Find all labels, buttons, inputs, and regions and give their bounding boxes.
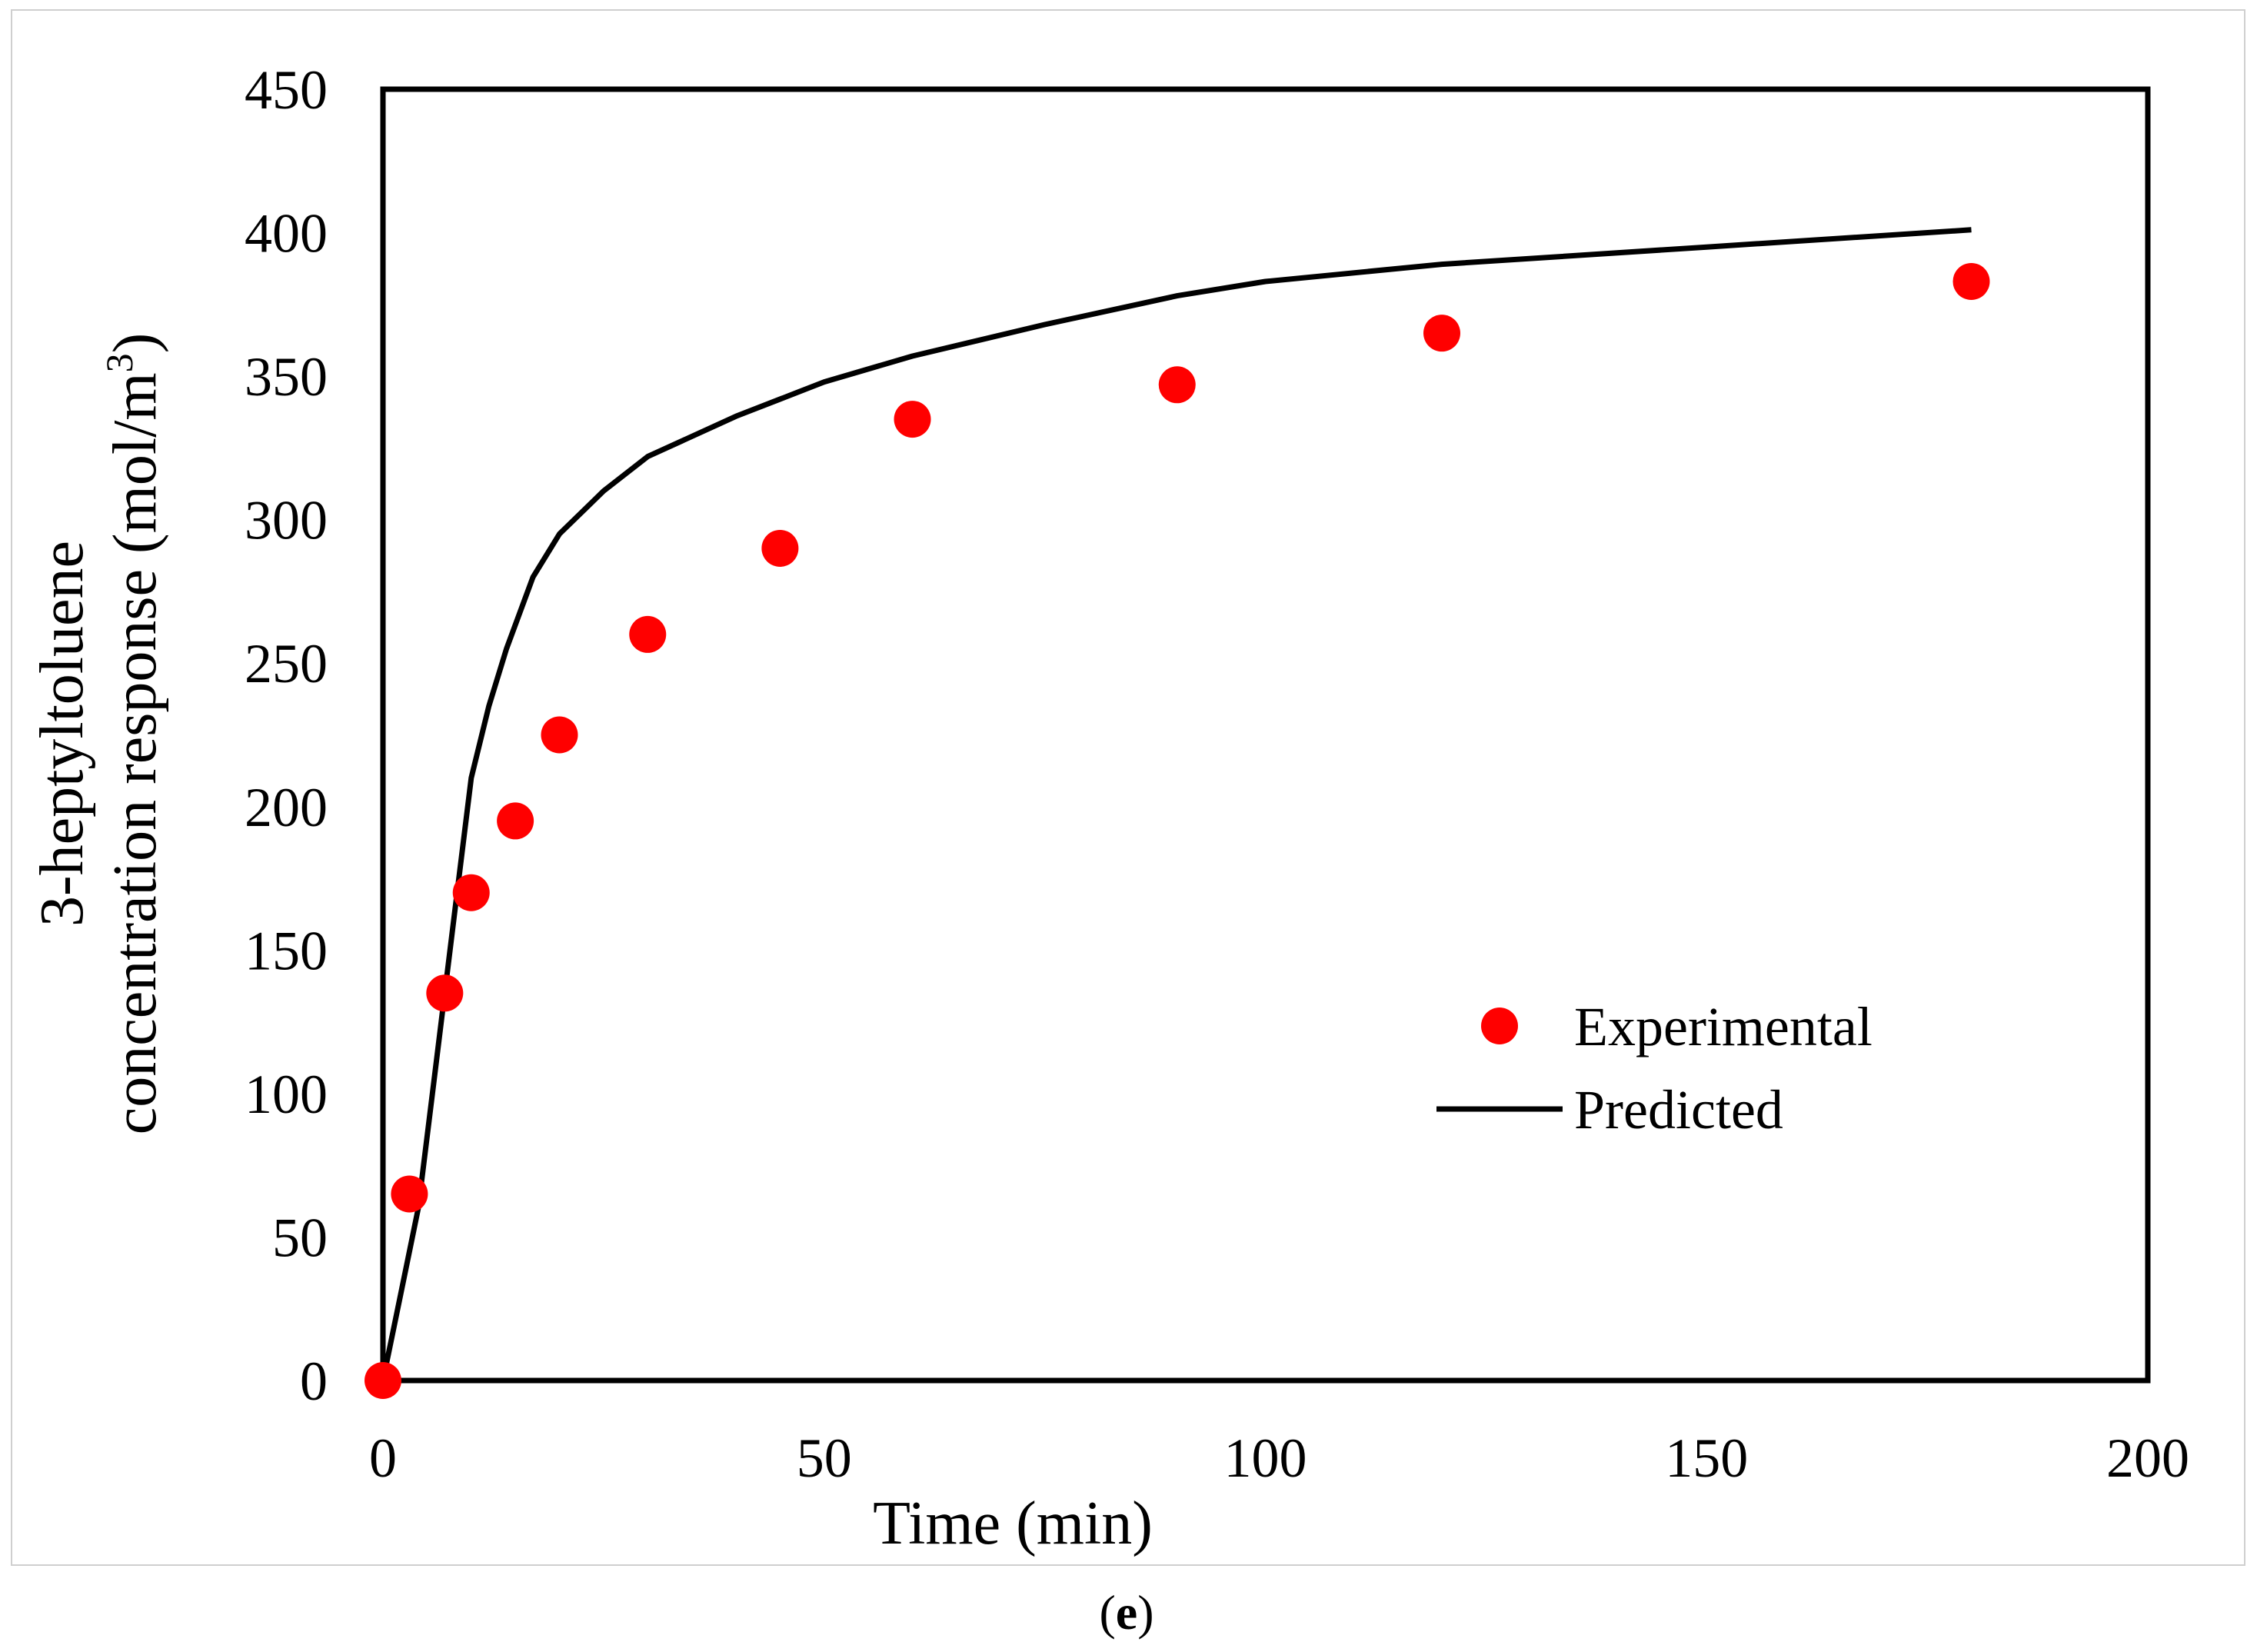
y-axis-title-superscript: 3 <box>98 353 141 372</box>
data-point-experimental <box>894 401 931 438</box>
x-axis-ticks: 0 50 100 150 200 <box>369 1427 2189 1489</box>
chart-svg: 0 50 100 150 200 250 300 350 400 450 0 50 100 150 200… <box>28 59 2189 1557</box>
caption: (e) <box>1099 1585 1153 1640</box>
y-tick-label: 50 <box>272 1207 328 1268</box>
plot-area <box>380 86 2151 1384</box>
caption-close-paren: ) <box>1137 1585 1153 1640</box>
y-tick-label: 100 <box>245 1064 328 1125</box>
y-axis-title-line2-close: ) <box>102 333 169 354</box>
y-tick-label: 300 <box>245 490 328 551</box>
y-tick-label: 400 <box>245 203 328 265</box>
y-axis-title-line1: 3-heptyltoluene <box>28 541 96 927</box>
data-point-experimental <box>541 716 578 754</box>
y-axis-title: 3-heptyltoluene concentration response (… <box>28 333 169 1134</box>
y-tick-label: 200 <box>245 777 328 838</box>
data-point-experimental <box>452 874 490 911</box>
x-tick-label: 0 <box>369 1427 397 1489</box>
caption-open-paren: ( <box>1099 1585 1115 1640</box>
y-tick-label: 450 <box>245 59 328 121</box>
legend-label-experimental: Experimental <box>1574 996 1873 1057</box>
caption-text: (e) <box>1099 1585 1153 1640</box>
data-point-experimental <box>629 615 667 653</box>
series-line-predicted <box>380 227 1972 1381</box>
y-tick-label: 0 <box>300 1351 328 1412</box>
legend: Experimental Predicted <box>1436 996 1873 1141</box>
y-tick-label: 350 <box>245 346 328 408</box>
y-axis-title-line2-main: concentration response (mol/m <box>102 372 169 1134</box>
x-axis-title: Time (min) <box>873 1490 1153 1557</box>
x-tick-label: 200 <box>2106 1427 2189 1489</box>
legend-label-predicted: Predicted <box>1574 1079 1783 1141</box>
data-point-experimental <box>1158 366 1196 404</box>
x-tick-label: 150 <box>1665 1427 1748 1489</box>
legend-marker-experimental <box>1481 1008 1518 1044</box>
data-point-experimental <box>497 802 534 840</box>
data-point-experimental <box>391 1175 428 1213</box>
x-tick-label: 100 <box>1224 1427 1307 1489</box>
data-point-experimental <box>761 529 799 567</box>
y-tick-label: 150 <box>245 920 328 981</box>
series-points-experimental <box>365 262 1990 1399</box>
y-axis-ticks: 0 50 100 150 200 250 300 350 400 450 <box>245 59 328 1412</box>
data-point-experimental <box>365 1362 401 1399</box>
chart-frame: 0 50 100 150 200 250 300 350 400 450 0 50 100 150 200… <box>11 9 2245 1566</box>
y-tick-label: 250 <box>245 633 328 694</box>
caption-label: e <box>1116 1585 1137 1640</box>
data-point-experimental <box>426 974 464 1012</box>
x-tick-label: 50 <box>797 1427 852 1489</box>
data-point-experimental <box>1952 262 1990 300</box>
y-axis-title-line2: concentration response (mol/m3) <box>98 333 169 1134</box>
data-point-experimental <box>1423 315 1460 352</box>
